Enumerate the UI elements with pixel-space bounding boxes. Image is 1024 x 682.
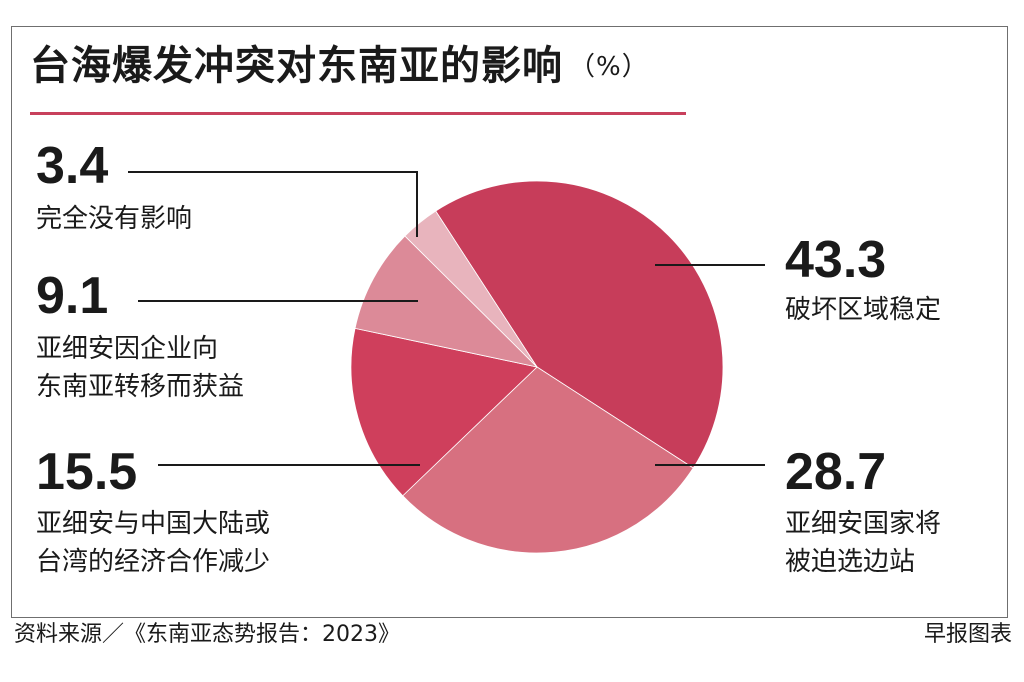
slice-label: 亚细安与中国大陆或 [36,509,270,539]
slice-label: 破坏区域稳定 [785,295,941,325]
leader-line [128,171,418,237]
slice-value: 43.3 [785,231,886,289]
slice-label: 东南亚转移而获益 [36,372,244,402]
slice-label: 台湾的经济合作减少 [36,547,270,577]
pie-slice [435,180,724,469]
slice-value: 3.4 [36,137,108,195]
pie-slice [350,327,538,497]
slice-label: 完全没有影响 [36,204,192,234]
chart-frame [11,26,1008,618]
slice-value: 28.7 [785,443,886,501]
slice-label: 亚细安国家将 [785,509,941,539]
slice-label: 亚细安因企业向 [36,334,218,364]
pie-slice [402,366,694,554]
pie-slices [350,180,724,554]
slice-value: 9.1 [36,267,108,325]
slice-value: 15.5 [36,443,137,501]
chart-title: 台海爆发冲突对东南亚的影响 （%） [30,46,649,86]
slice-label: 被迫选边站 [785,547,915,577]
title-underline [30,112,686,115]
credit-note: 早报图表 [923,622,1012,647]
chart-title-text: 台海爆发冲突对东南亚的影响 [30,43,563,89]
chart-unit: （%） [569,52,649,82]
pie-slice [404,210,538,368]
leader-lines [128,171,765,466]
pie-slice [354,235,539,368]
source-note: 资料来源／《东南亚态势报告：2023》 [14,622,400,647]
